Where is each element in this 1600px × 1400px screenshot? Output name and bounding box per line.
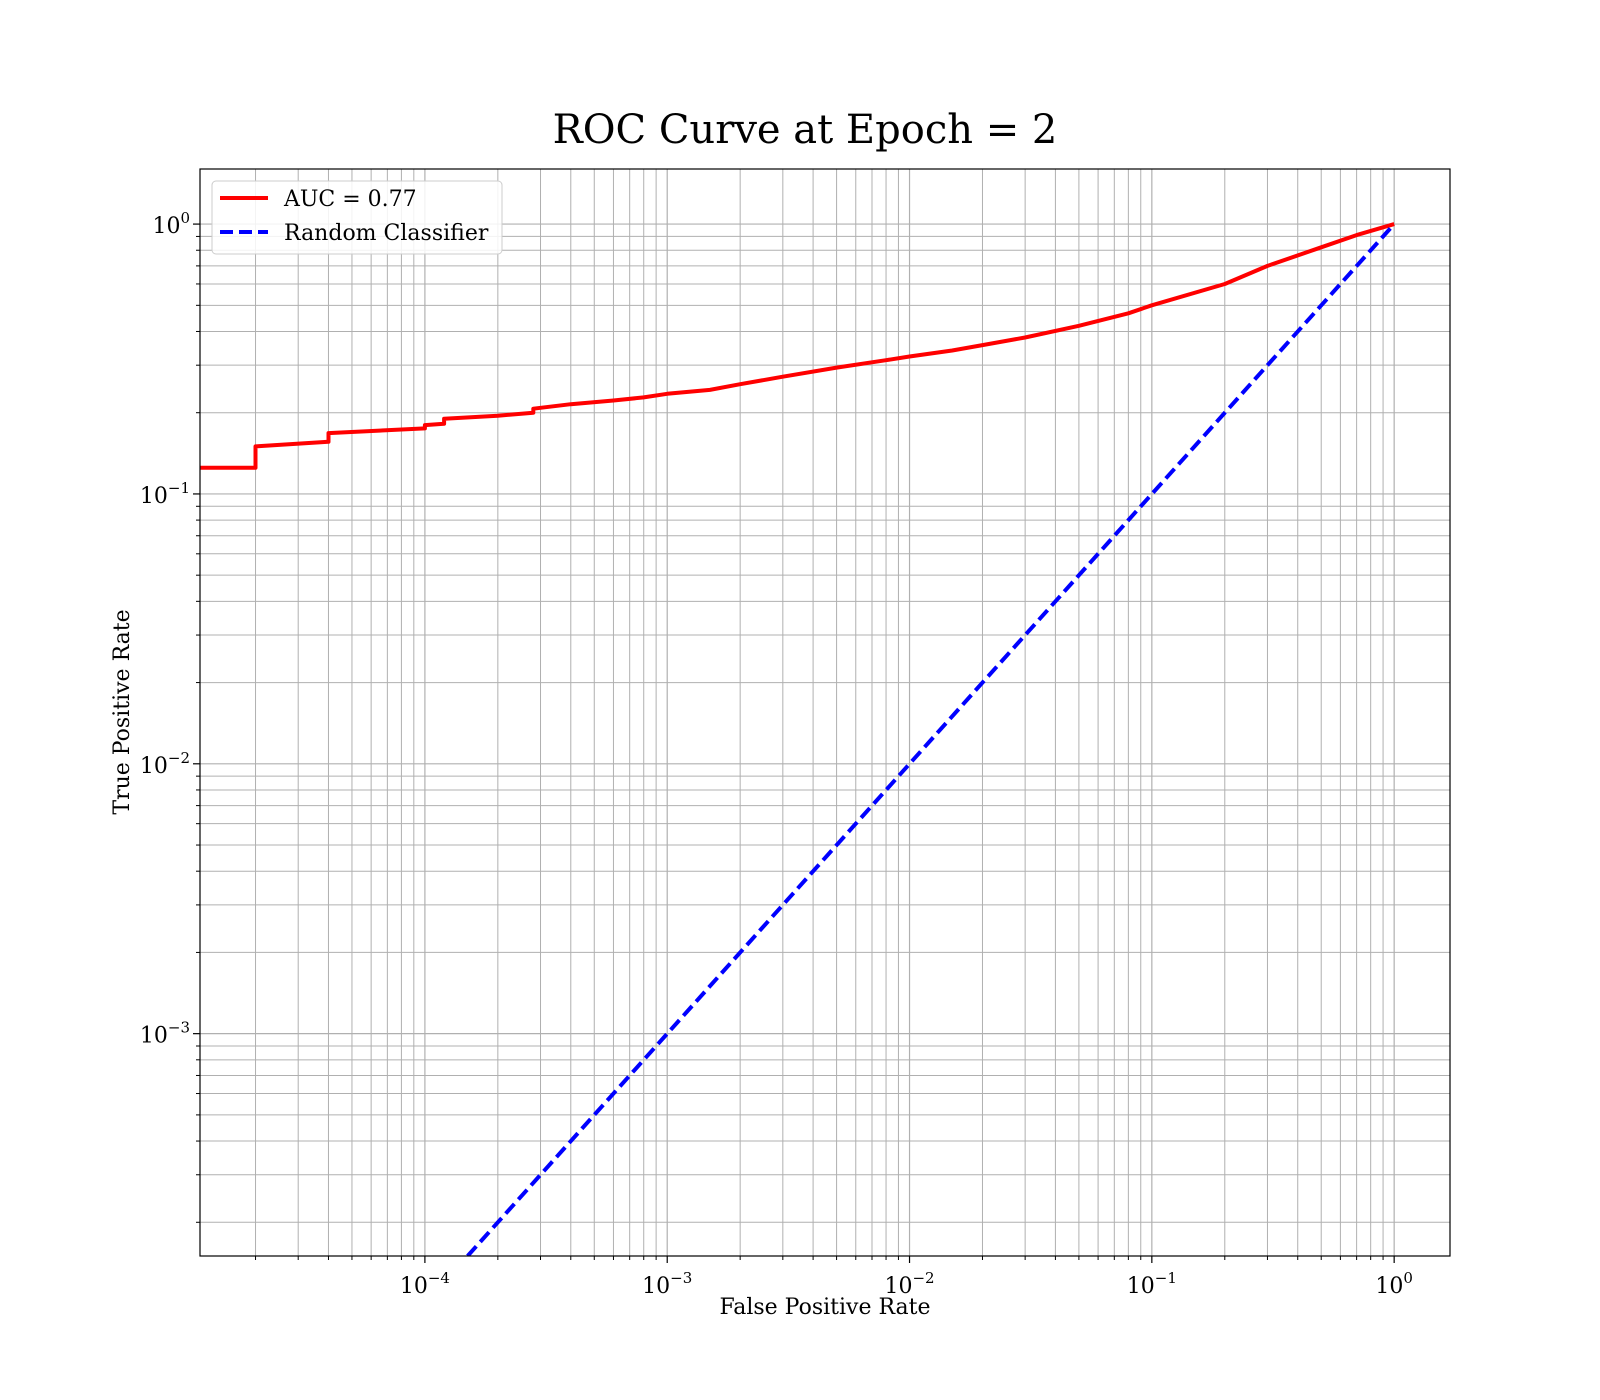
- series-layer: [200, 222, 1396, 1256]
- x-tick-label: 10−4: [400, 1269, 450, 1299]
- x-tick-label: 10−1: [1127, 1269, 1177, 1299]
- legend-label-auc: AUC = 0.77: [283, 187, 417, 212]
- x-tick-label: 10−2: [884, 1269, 934, 1299]
- grid-lines: [200, 169, 1450, 1256]
- legend: AUC = 0.77 Random Classifier: [211, 180, 503, 255]
- x-tick-label: 100: [1375, 1269, 1413, 1299]
- legend-label-random: Random Classifier: [284, 221, 489, 246]
- chart-title: ROC Curve at Epoch = 2: [553, 107, 1058, 153]
- x-tick-label: 10−3: [642, 1269, 692, 1299]
- axis-ticks: 10−4 10−3 10−2 10−1 100 10−3 10−2 10−1 100: [140, 209, 1413, 1299]
- y-tick-label: 10−2: [140, 749, 190, 779]
- roc-curve-line: [200, 222, 1395, 470]
- y-tick-label: 10−1: [140, 479, 190, 509]
- y-axis-label: True Positive Rate: [110, 609, 135, 814]
- y-tick-label: 10−3: [140, 1019, 190, 1049]
- random-classifier-line: [466, 222, 1396, 1256]
- y-tick-label: 100: [152, 209, 190, 239]
- legend-box: [211, 180, 503, 255]
- plot-frame: [199, 168, 1451, 1257]
- x-axis-label: False Positive Rate: [719, 1295, 930, 1320]
